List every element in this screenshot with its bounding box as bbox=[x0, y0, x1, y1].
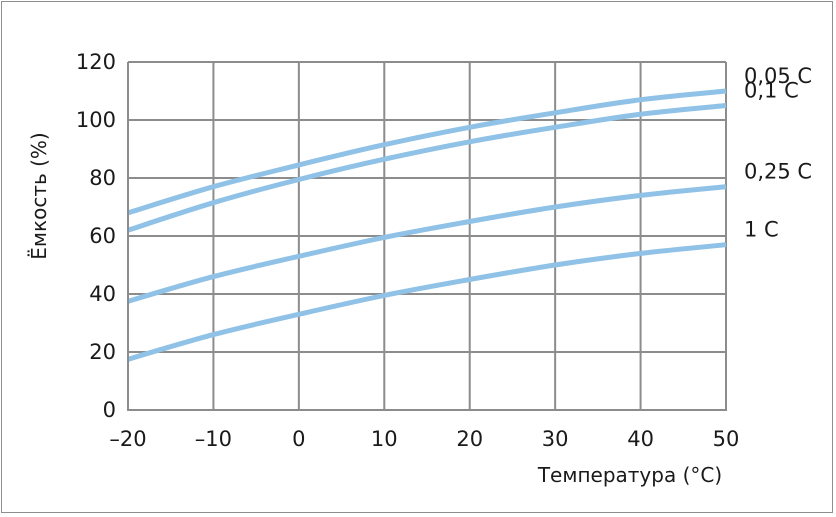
series-line-0 bbox=[127, 88, 727, 216]
series-label-1: 0,1 C bbox=[744, 79, 799, 103]
x-tick-label: 0 bbox=[292, 427, 305, 451]
x-tick-label: –20 bbox=[109, 427, 146, 451]
curves bbox=[127, 88, 727, 362]
x-tick-label: 20 bbox=[456, 427, 483, 451]
series-line-3 bbox=[127, 242, 727, 362]
series-label-2: 0,25 C bbox=[744, 160, 812, 184]
y-tick-label: 40 bbox=[89, 282, 116, 306]
y-tick-label: 20 bbox=[89, 340, 116, 364]
series-line-2 bbox=[127, 184, 727, 304]
y-tick-label: 60 bbox=[89, 224, 116, 248]
axes bbox=[127, 62, 727, 411]
series-label-3: 1 C bbox=[744, 218, 779, 242]
y-tick-label: 120 bbox=[76, 50, 116, 74]
grid bbox=[128, 61, 727, 410]
y-tick-label: 100 bbox=[76, 108, 116, 132]
y-tick-label: 80 bbox=[89, 166, 116, 190]
x-axis-label: Температура (°C) bbox=[537, 463, 722, 487]
y-axis-label: Ёмкость (%) bbox=[27, 132, 51, 259]
y-tick-label: 0 bbox=[103, 398, 116, 422]
x-tick-label: –10 bbox=[195, 427, 232, 451]
x-tick-label: 30 bbox=[542, 427, 569, 451]
x-tick-label: 10 bbox=[371, 427, 398, 451]
x-tick-label: 40 bbox=[627, 427, 654, 451]
series-label-0: 0,05 C bbox=[744, 64, 812, 88]
x-tick-label: 50 bbox=[713, 427, 740, 451]
series-line-1 bbox=[127, 103, 727, 233]
